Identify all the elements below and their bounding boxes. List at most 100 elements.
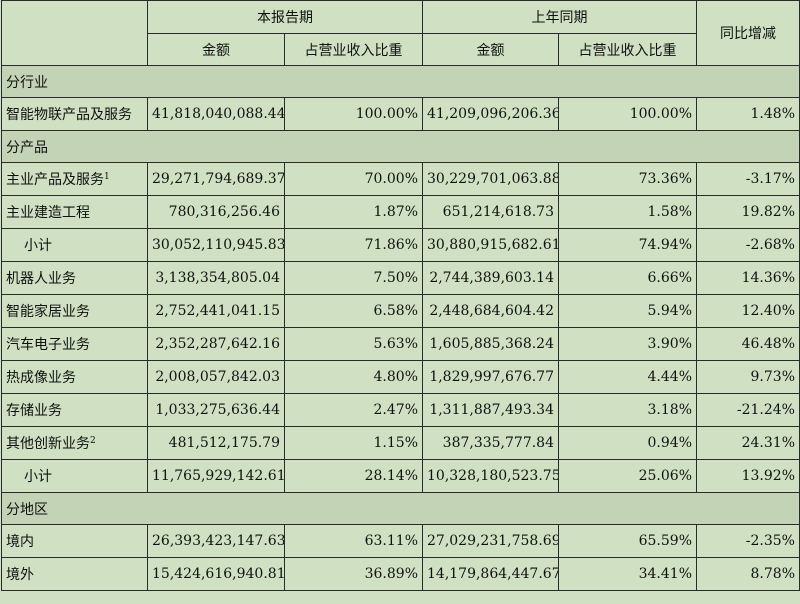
current-amount-cell: 780,316,256.46 [147, 195, 285, 229]
current-share-cell: 5.63% [284, 327, 423, 361]
prior-share-cell: 6.66% [558, 261, 697, 295]
row-label: 其他创新业务 [6, 436, 90, 452]
section-header-row: 分产品 [1, 130, 800, 163]
yoy-change-cell: -2.35% [696, 524, 800, 558]
row-label-cell: 其他创新业务2 [1, 426, 148, 460]
table-row: 主业产品及服务1 29,271,794,689.37 70.00% 30,229,70… [1, 162, 800, 196]
current-amount-cell: 3,138,354,805.04 [147, 261, 285, 295]
row-label: 汽车电子业务 [6, 337, 90, 353]
header-prior-amount: 金额 [422, 33, 559, 66]
prior-share-cell: 5.94% [558, 294, 697, 328]
current-share-cell: 1.87% [284, 195, 423, 229]
row-label: 存储业务 [6, 403, 62, 419]
row-label: 小计 [24, 238, 52, 254]
prior-share-cell: 74.94% [558, 228, 697, 262]
prior-share-cell: 4.44% [558, 360, 697, 394]
footnote-marker: 1 [104, 172, 110, 182]
current-share-cell: 1.15% [284, 426, 423, 460]
row-label: 机器人业务 [6, 271, 76, 287]
current-share-cell: 4.80% [284, 360, 423, 394]
prior-share-cell: 25.06% [558, 459, 697, 493]
current-share-cell: 7.50% [284, 261, 423, 295]
current-amount-cell: 30,052,110,945.83 [147, 228, 285, 262]
row-label-cell: 存储业务 [1, 393, 148, 427]
current-amount-cell: 26,393,423,147.63 [147, 524, 285, 558]
row-label-cell: 智能家居业务 [1, 294, 148, 328]
current-amount-cell: 1,033,275,636.44 [147, 393, 285, 427]
prior-share-cell: 0.94% [558, 426, 697, 460]
current-share-cell: 100.00% [284, 97, 423, 131]
header-current-period: 本报告期 [147, 0, 423, 34]
prior-share-cell: 100.00% [558, 97, 697, 131]
row-label-cell: 境内 [1, 524, 148, 558]
prior-amount-cell: 651,214,618.73 [422, 195, 559, 229]
row-label: 热成像业务 [6, 370, 76, 386]
yoy-change-cell: -3.17% [696, 162, 800, 196]
header-current-share: 占营业收入比重 [284, 33, 423, 66]
prior-amount-cell: 10,328,180,523.75 [422, 459, 559, 493]
row-label: 小计 [24, 469, 52, 485]
yoy-change-cell: -2.68% [696, 228, 800, 262]
table-row: 小计 30,052,110,945.83 71.86% 30,880,915,682.… [1, 228, 800, 262]
prior-share-cell: 3.18% [558, 393, 697, 427]
row-label: 主业建造工程 [6, 205, 90, 221]
prior-amount-cell: 30,229,701,063.88 [422, 162, 559, 196]
yoy-change-cell: 46.48% [696, 327, 800, 361]
prior-amount-cell: 41,209,096,206.36 [422, 97, 559, 131]
row-label-cell: 小计 [1, 228, 148, 262]
yoy-change-cell: 12.40% [696, 294, 800, 328]
prior-share-cell: 3.90% [558, 327, 697, 361]
current-amount-cell: 2,752,441,041.15 [147, 294, 285, 328]
row-label-cell: 热成像业务 [1, 360, 148, 394]
prior-amount-cell: 1,829,997,676.77 [422, 360, 559, 394]
prior-amount-cell: 30,880,915,682.61 [422, 228, 559, 262]
yoy-change-cell: 24.31% [696, 426, 800, 460]
current-amount-cell: 11,765,929,142.61 [147, 459, 285, 493]
row-label-cell: 境外 [1, 557, 148, 591]
table-row: 汽车电子业务 2,352,287,642.16 5.63% 1,605,885,368… [1, 327, 800, 361]
row-label-cell: 机器人业务 [1, 261, 148, 295]
row-label-cell: 汽车电子业务 [1, 327, 148, 361]
prior-amount-cell: 1,605,885,368.24 [422, 327, 559, 361]
yoy-change-cell: 8.78% [696, 557, 800, 591]
table-row: 其他创新业务2 481,512,175.79 1.15% 387,335,777.84… [1, 426, 800, 460]
row-label: 主业产品及服务 [6, 172, 104, 188]
row-label-cell: 小计 [1, 459, 148, 493]
table-row: 小计 11,765,929,142.61 28.14% 10,328,180,523.… [1, 459, 800, 493]
row-label: 智能家居业务 [6, 304, 90, 320]
current-share-cell: 71.86% [284, 228, 423, 262]
prior-amount-cell: 27,029,231,758.69 [422, 524, 559, 558]
yoy-change-cell: 19.82% [696, 195, 800, 229]
header-current-amount: 金额 [147, 33, 285, 66]
current-share-cell: 70.00% [284, 162, 423, 196]
prior-share-cell: 1.58% [558, 195, 697, 229]
current-amount-cell: 481,512,175.79 [147, 426, 285, 460]
header-yoy-change: 同比增减 [696, 0, 800, 66]
row-label: 境内 [6, 534, 34, 550]
table-row: 智能物联产品及服务 41,818,040,088.44 100.00% 41,209,… [1, 97, 800, 131]
current-amount-cell: 15,424,616,940.81 [147, 557, 285, 591]
yoy-change-cell: 14.36% [696, 261, 800, 295]
section-header-row: 分地区 [1, 492, 800, 525]
row-label-cell: 智能物联产品及服务 [1, 97, 148, 131]
current-amount-cell: 41,818,040,088.44 [147, 97, 285, 131]
yoy-change-cell: 9.73% [696, 360, 800, 394]
header-prior-share: 占营业收入比重 [558, 33, 697, 66]
table-row: 境内 26,393,423,147.63 63.11% 27,029,231,758.… [1, 524, 800, 558]
current-share-cell: 6.58% [284, 294, 423, 328]
yoy-change-cell: 13.92% [696, 459, 800, 493]
footnote-marker: 2 [90, 436, 96, 446]
revenue-breakdown-table: 本报告期 上年同期 同比增减 金额 占营业收入比重 金额 占营业收入比重 分行业… [1, 0, 800, 591]
section-title: 分行业 [1, 65, 800, 98]
prior-amount-cell: 14,179,864,447.67 [422, 557, 559, 591]
table-row: 机器人业务 3,138,354,805.04 7.50% 2,744,389,603.… [1, 261, 800, 295]
prior-share-cell: 34.41% [558, 557, 697, 591]
prior-amount-cell: 387,335,777.84 [422, 426, 559, 460]
prior-share-cell: 73.36% [558, 162, 697, 196]
prior-amount-cell: 2,448,684,604.42 [422, 294, 559, 328]
current-amount-cell: 2,008,057,842.03 [147, 360, 285, 394]
row-label-cell: 主业产品及服务1 [1, 162, 148, 196]
table-row: 主业建造工程 780,316,256.46 1.87% 651,214,618.73 1… [1, 195, 800, 229]
row-label: 境外 [6, 567, 34, 583]
row-label-cell: 主业建造工程 [1, 195, 148, 229]
